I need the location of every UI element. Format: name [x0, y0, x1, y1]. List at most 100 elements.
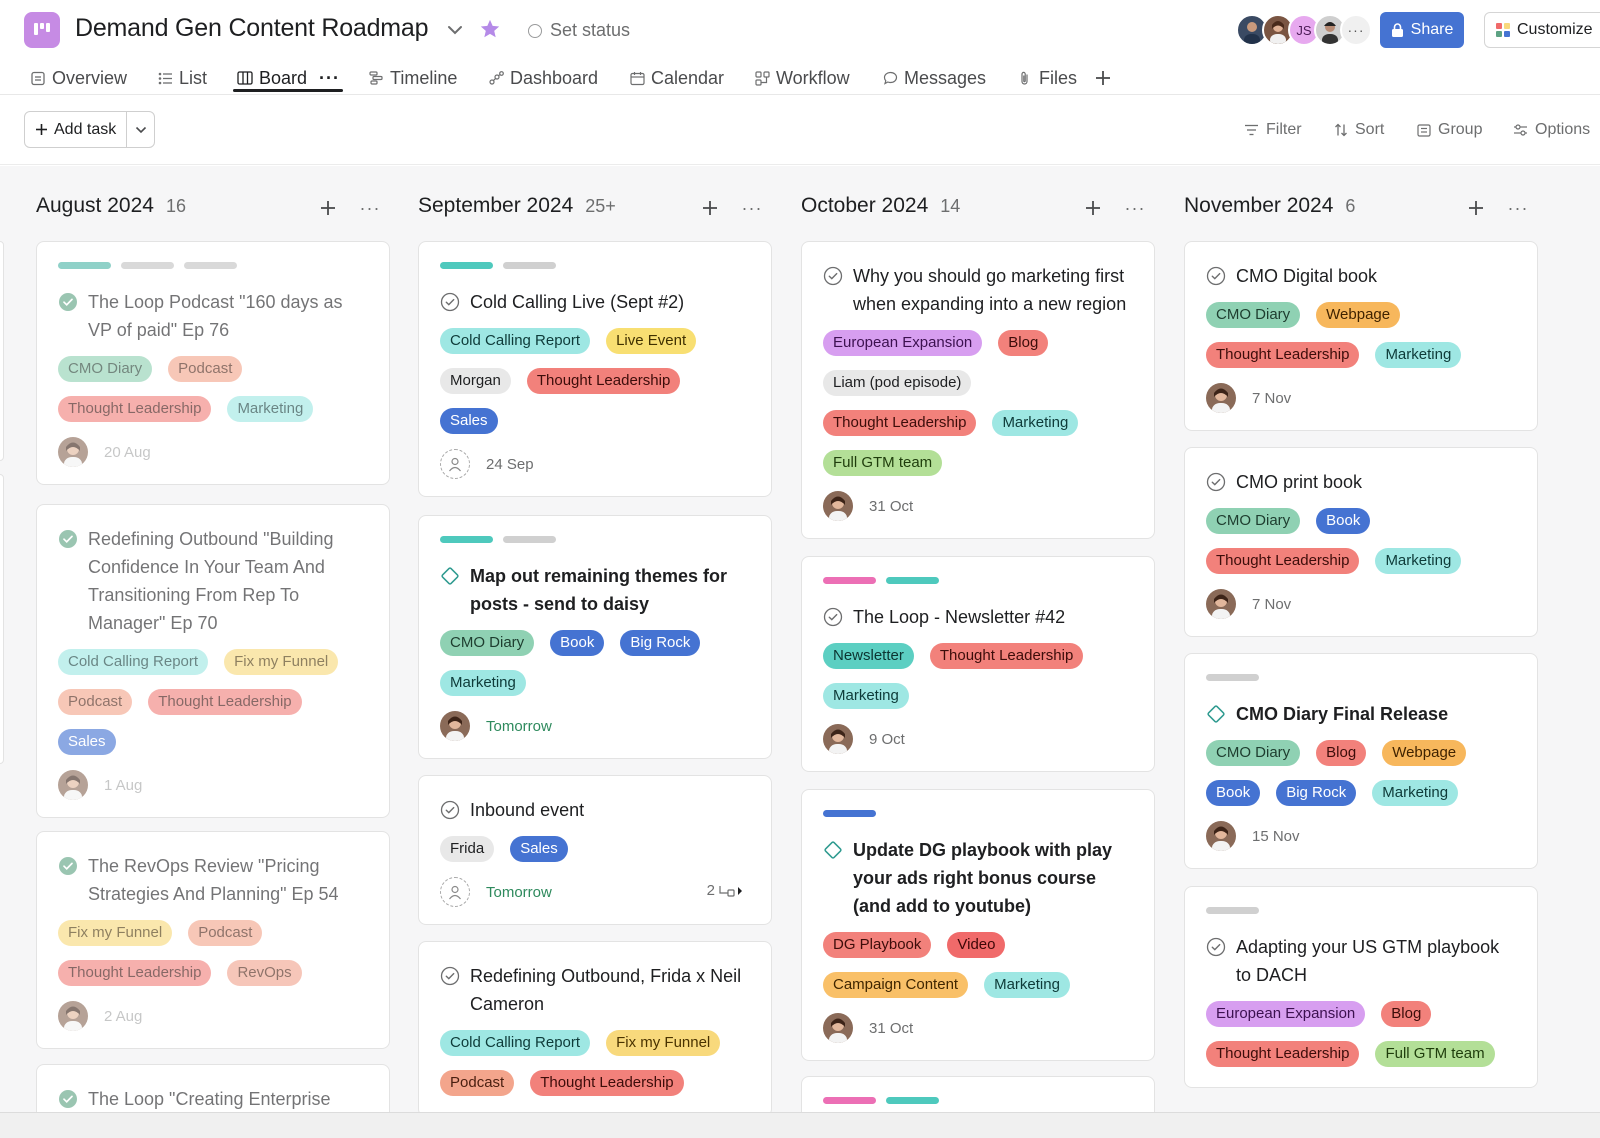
tag-pill[interactable]: Book: [1206, 780, 1261, 806]
set-status-button[interactable]: Set status: [528, 20, 630, 41]
check-circle-icon[interactable]: [823, 607, 843, 627]
tag-pill[interactable]: CMO Diary: [1206, 508, 1301, 534]
tag-pill[interactable]: Marketing: [227, 396, 314, 422]
tag-pill[interactable]: Book: [1316, 508, 1371, 534]
complete-check-icon[interactable]: [58, 529, 78, 549]
due-date[interactable]: 24 Sep: [486, 455, 534, 473]
task-card[interactable]: CMO Diary Final Release CMO Diary Blog Webp…: [1184, 653, 1538, 869]
tag-pill[interactable]: Blog: [1316, 740, 1367, 766]
add-task-dropdown[interactable]: [127, 112, 154, 147]
due-date[interactable]: 9 Oct: [869, 730, 905, 748]
due-date[interactable]: Tomorrow: [486, 717, 552, 735]
tag-pill[interactable]: Thought Leadership: [58, 396, 212, 422]
assignee-avatar[interactable]: [58, 1001, 88, 1031]
column-title[interactable]: November 2024 6: [1184, 194, 1355, 218]
column-title[interactable]: August 2024 16: [36, 194, 186, 218]
tag-pill[interactable]: Book: [550, 630, 605, 656]
check-circle-icon[interactable]: [440, 292, 460, 312]
tag-pill[interactable]: Sales: [58, 729, 116, 755]
column-title[interactable]: October 2024 14: [801, 194, 960, 218]
assignee-avatar[interactable]: [1206, 821, 1236, 851]
add-tab-button[interactable]: [1094, 64, 1112, 92]
due-date[interactable]: 20 Aug: [104, 443, 151, 461]
unassigned-avatar[interactable]: [440, 877, 470, 907]
due-date[interactable]: 7 Nov: [1252, 389, 1292, 407]
tag-pill[interactable]: Marketing: [1372, 780, 1459, 806]
tag-pill[interactable]: Thought Leadership: [1206, 1041, 1360, 1067]
assignee-avatar[interactable]: [58, 770, 88, 800]
due-date[interactable]: 2 Aug: [104, 1007, 143, 1025]
tag-pill[interactable]: Big Rock: [620, 630, 701, 656]
more-members-icon[interactable]: ···: [1340, 14, 1372, 46]
tag-pill[interactable]: DG Playbook: [823, 932, 932, 958]
subtask-count[interactable]: 2: [707, 882, 744, 899]
tab-timeline[interactable]: Timeline: [368, 64, 457, 92]
tab-files[interactable]: Files: [1017, 64, 1077, 92]
check-circle-icon[interactable]: [823, 266, 843, 286]
task-card[interactable]: The Loop Podcast "160 days as VP of paid…: [36, 241, 390, 485]
due-date[interactable]: 1 Aug: [104, 776, 143, 794]
task-card[interactable]: Why you should go marketing first when e…: [801, 241, 1155, 539]
tag-pill[interactable]: Video: [947, 932, 1006, 958]
add-task-to-column-button[interactable]: [1081, 196, 1105, 220]
tag-pill[interactable]: Newsletter: [823, 643, 914, 669]
complete-check-icon[interactable]: [58, 292, 78, 312]
sort-button[interactable]: Sort: [1334, 121, 1384, 139]
tag-pill[interactable]: Fix my Funnel: [58, 920, 173, 946]
tag-pill[interactable]: Webpage: [1382, 740, 1467, 766]
tag-pill[interactable]: Frida: [440, 836, 495, 862]
task-card[interactable]: CMO print book CMO Diary Book Thought Leade…: [1184, 447, 1538, 637]
tag-pill[interactable]: CMO Diary: [440, 630, 535, 656]
tag-pill[interactable]: Thought Leadership: [526, 368, 681, 394]
add-task-to-column-button[interactable]: [698, 196, 722, 220]
tag-pill[interactable]: Marketing: [992, 410, 1079, 436]
unassigned-avatar[interactable]: [440, 449, 470, 479]
tag-pill[interactable]: Thought Leadership: [530, 1070, 684, 1096]
assignee-avatar[interactable]: [1206, 589, 1236, 619]
tag-pill[interactable]: Cold Calling Report: [440, 328, 591, 354]
task-card[interactable]: Update DG playbook with play your ads ri…: [801, 789, 1155, 1061]
assignee-avatar[interactable]: [823, 1013, 853, 1043]
check-circle-icon[interactable]: [1206, 937, 1226, 957]
tag-pill[interactable]: Webpage: [1316, 302, 1401, 328]
milestone-icon[interactable]: [823, 840, 843, 860]
add-task-to-column-button[interactable]: [1464, 196, 1488, 220]
tag-pill[interactable]: Fix my Funnel: [606, 1030, 721, 1056]
tag-pill[interactable]: Marketing: [984, 972, 1070, 998]
tag-pill[interactable]: CMO Diary: [1206, 302, 1301, 328]
project-title[interactable]: Demand Gen Content Roadmap: [75, 14, 429, 42]
tab-dashboard[interactable]: Dashboard: [488, 64, 598, 92]
tag-pill[interactable]: Sales: [510, 836, 568, 862]
project-board-icon[interactable]: [24, 12, 60, 48]
due-date[interactable]: 7 Nov: [1252, 595, 1292, 613]
assignee-avatar[interactable]: [823, 724, 853, 754]
tab-workflow[interactable]: Workflow: [754, 64, 850, 92]
tag-pill[interactable]: Liam (pod episode): [823, 370, 972, 396]
tag-pill[interactable]: RevOps: [227, 960, 302, 986]
task-card[interactable]: The Loop - Newsletter #42 Newsletter Thoug…: [801, 556, 1155, 772]
tag-pill[interactable]: Marketing: [1375, 342, 1462, 368]
options-button[interactable]: Options: [1513, 121, 1590, 139]
tag-pill[interactable]: CMO Diary: [58, 356, 153, 382]
due-date[interactable]: 31 Oct: [869, 497, 914, 515]
tag-pill[interactable]: Big Rock: [1276, 780, 1357, 806]
task-card[interactable]: Map out remaining themes for posts - sen…: [418, 515, 772, 759]
check-circle-icon[interactable]: [440, 800, 460, 820]
due-date[interactable]: 31 Oct: [869, 1019, 914, 1037]
check-circle-icon[interactable]: [1206, 266, 1226, 286]
tag-pill[interactable]: Podcast: [168, 356, 243, 382]
task-card[interactable]: CMO Digital book CMO Diary Webpage Thought …: [1184, 241, 1538, 431]
column-more-icon[interactable]: ···: [741, 197, 763, 218]
tag-pill[interactable]: Thought Leadership: [1206, 342, 1360, 368]
member-avatars[interactable]: JS ···: [1236, 14, 1372, 46]
tag-pill[interactable]: Marketing: [1375, 548, 1462, 574]
tag-pill[interactable]: Thought Leadership: [58, 960, 212, 986]
tab-overview[interactable]: Overview: [30, 64, 127, 92]
column-title[interactable]: September 2024 25+: [418, 194, 616, 218]
tag-pill[interactable]: Blog: [1381, 1001, 1432, 1027]
tag-pill[interactable]: Thought Leadership: [148, 689, 302, 715]
tag-pill[interactable]: Full GTM team: [823, 450, 943, 476]
tab-board[interactable]: Board ···: [237, 64, 340, 92]
tag-pill[interactable]: Thought Leadership: [823, 410, 977, 436]
tag-pill[interactable]: Fix my Funnel: [224, 649, 339, 675]
